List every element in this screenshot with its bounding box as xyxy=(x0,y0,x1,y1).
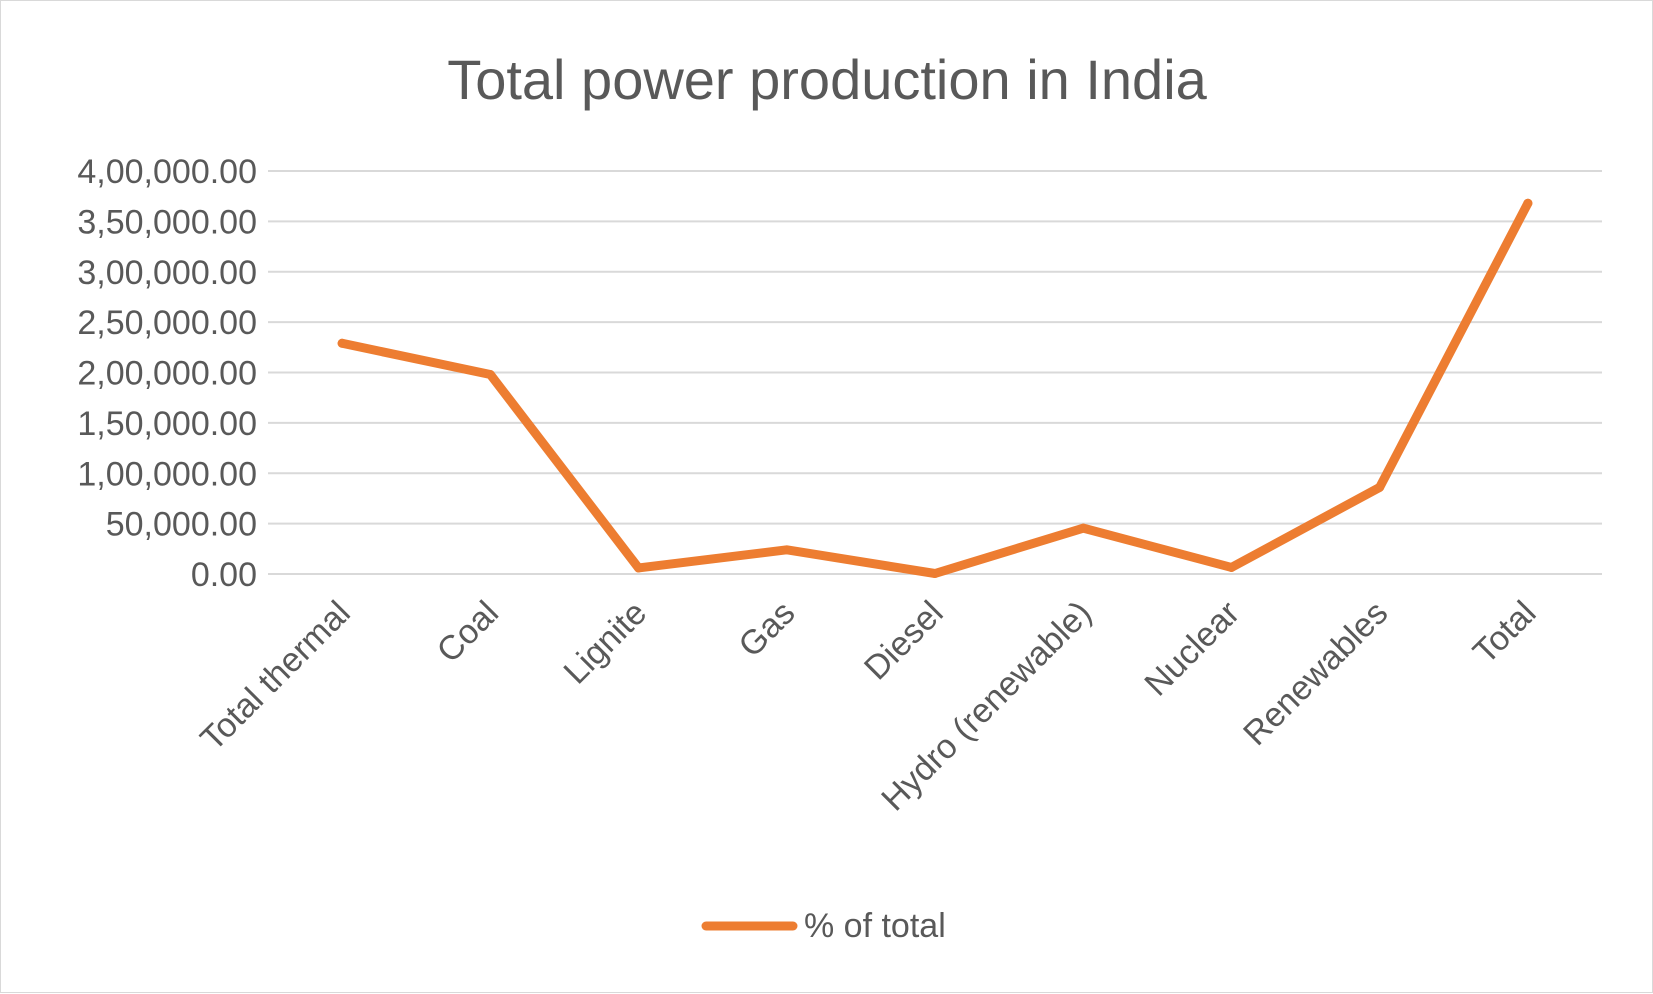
data-point xyxy=(930,568,940,578)
data-point xyxy=(1078,523,1088,533)
data-point xyxy=(337,338,347,348)
x-tick-label: Gas xyxy=(731,594,802,665)
data-point xyxy=(634,563,644,573)
y-tick-label: 50,000.00 xyxy=(106,506,257,544)
data-point xyxy=(485,370,495,380)
series-layer xyxy=(337,198,1533,578)
y-tick-label: 1,50,000.00 xyxy=(77,405,257,443)
y-tick-label: 2,50,000.00 xyxy=(77,304,257,342)
y-tick-label: 4,00,000.00 xyxy=(77,153,257,191)
data-point xyxy=(1226,562,1236,572)
series-line xyxy=(337,198,1533,578)
x-tick-label: Lignite xyxy=(556,594,654,692)
data-point xyxy=(1523,198,1533,208)
x-tick-label: Coal xyxy=(430,594,506,670)
data-point xyxy=(782,545,792,555)
x-tick-label: Total thermal xyxy=(193,594,358,759)
y-tick-label: 0.00 xyxy=(191,556,257,594)
legend: % of total xyxy=(701,907,946,945)
y-tick-label: 3,50,000.00 xyxy=(77,203,257,241)
x-tick-label: Nuclear xyxy=(1137,594,1247,704)
y-tick-label: 3,00,000.00 xyxy=(77,254,257,292)
data-point xyxy=(1375,482,1385,492)
y-tick-label: 1,00,000.00 xyxy=(77,455,257,493)
legend-label: % of total xyxy=(804,907,946,945)
chart-title: Total power production in India xyxy=(447,48,1207,111)
x-tick-label: Total xyxy=(1466,594,1544,672)
y-axis-tick-labels: 0.00 50,000.00 1,00,000.00 1,50,000.00 2,00,… xyxy=(77,153,257,594)
x-tick-label: Diesel xyxy=(857,594,951,688)
y-tick-label: 2,00,000.00 xyxy=(77,355,257,393)
x-tick-label: Renewables xyxy=(1236,594,1395,753)
